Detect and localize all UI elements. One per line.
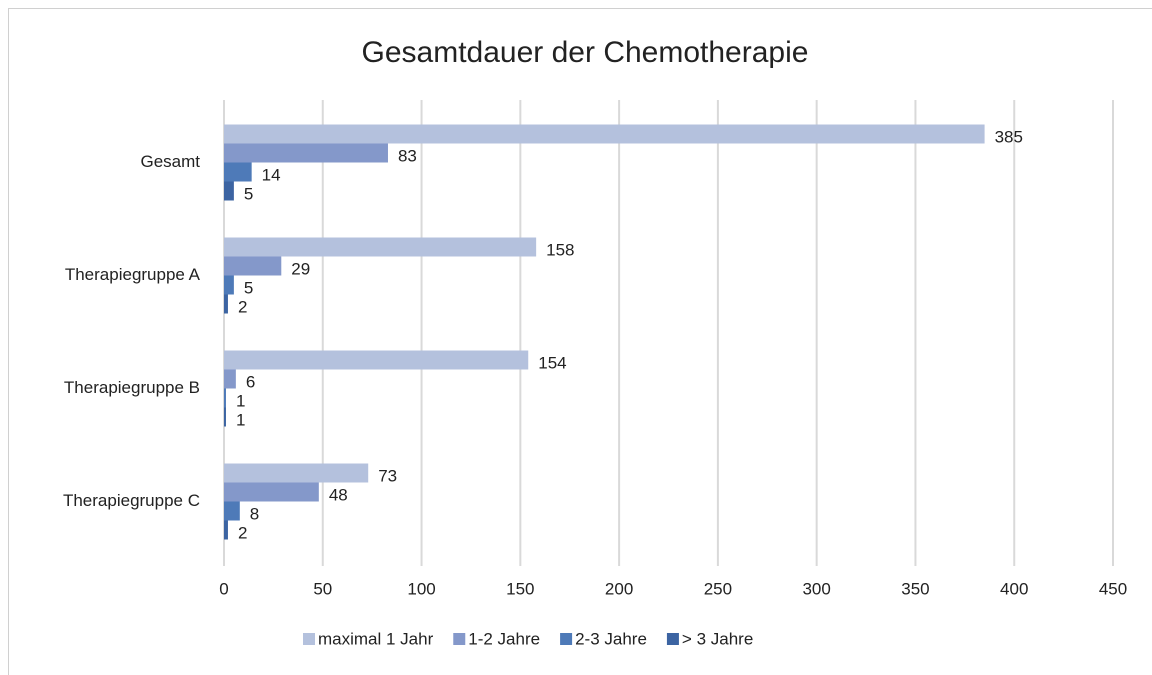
x-tick-label: 300 <box>802 579 830 598</box>
bar <box>224 463 369 483</box>
data-label: 48 <box>329 485 348 504</box>
bar <box>224 181 234 201</box>
legend-swatch <box>303 633 315 645</box>
legend-label: 2-3 Jahre <box>575 629 647 648</box>
bar <box>224 482 319 502</box>
data-label: 6 <box>246 372 255 391</box>
data-label: 14 <box>262 165 281 184</box>
bar <box>224 407 226 427</box>
x-tick-label: 100 <box>407 579 435 598</box>
x-tick-label: 50 <box>313 579 332 598</box>
bar <box>224 369 236 389</box>
data-label: 5 <box>244 278 253 297</box>
data-label: 8 <box>250 504 259 523</box>
legend-label: maximal 1 Jahr <box>318 629 434 648</box>
y-tick-label: Gesamt <box>140 152 200 171</box>
data-label: 29 <box>291 259 310 278</box>
bar <box>224 275 234 295</box>
legend-swatch <box>666 633 679 645</box>
legend-swatch <box>453 633 466 645</box>
data-label: 73 <box>378 466 397 485</box>
x-tick-label: 0 <box>219 579 228 598</box>
bar <box>224 294 228 314</box>
bar <box>224 256 282 276</box>
data-label: 83 <box>398 146 417 165</box>
bar <box>224 124 985 144</box>
bar <box>224 143 388 163</box>
bar <box>224 350 529 370</box>
x-tick-label: 400 <box>1000 579 1028 598</box>
y-tick-label: Therapiegruppe B <box>64 378 200 397</box>
data-label: 5 <box>244 184 253 203</box>
legend-swatch <box>560 633 573 645</box>
x-tick-label: 450 <box>1099 579 1127 598</box>
legend-label: > 3 Jahre <box>682 629 753 648</box>
data-label: 158 <box>546 240 574 259</box>
x-tick-label: 150 <box>506 579 534 598</box>
x-tick-label: 350 <box>901 579 929 598</box>
data-label: 154 <box>538 353 566 372</box>
y-tick-label: Therapiegruppe A <box>65 265 201 284</box>
data-label: 2 <box>238 523 247 542</box>
bar <box>224 501 240 521</box>
bar <box>224 520 228 540</box>
chart-frame <box>8 8 1152 675</box>
data-label: 1 <box>236 410 245 429</box>
y-tick-label: Therapiegruppe C <box>63 491 200 510</box>
legend-label: 1-2 Jahre <box>468 629 540 648</box>
x-tick-label: 250 <box>704 579 732 598</box>
data-label: 385 <box>995 127 1023 146</box>
chart-title: Gesamtdauer der Chemotherapie <box>362 36 809 69</box>
data-label: 2 <box>238 297 247 316</box>
x-tick-label: 200 <box>605 579 633 598</box>
bar <box>224 388 226 408</box>
bar <box>224 237 537 257</box>
data-label: 1 <box>236 391 245 410</box>
bar <box>224 162 252 182</box>
